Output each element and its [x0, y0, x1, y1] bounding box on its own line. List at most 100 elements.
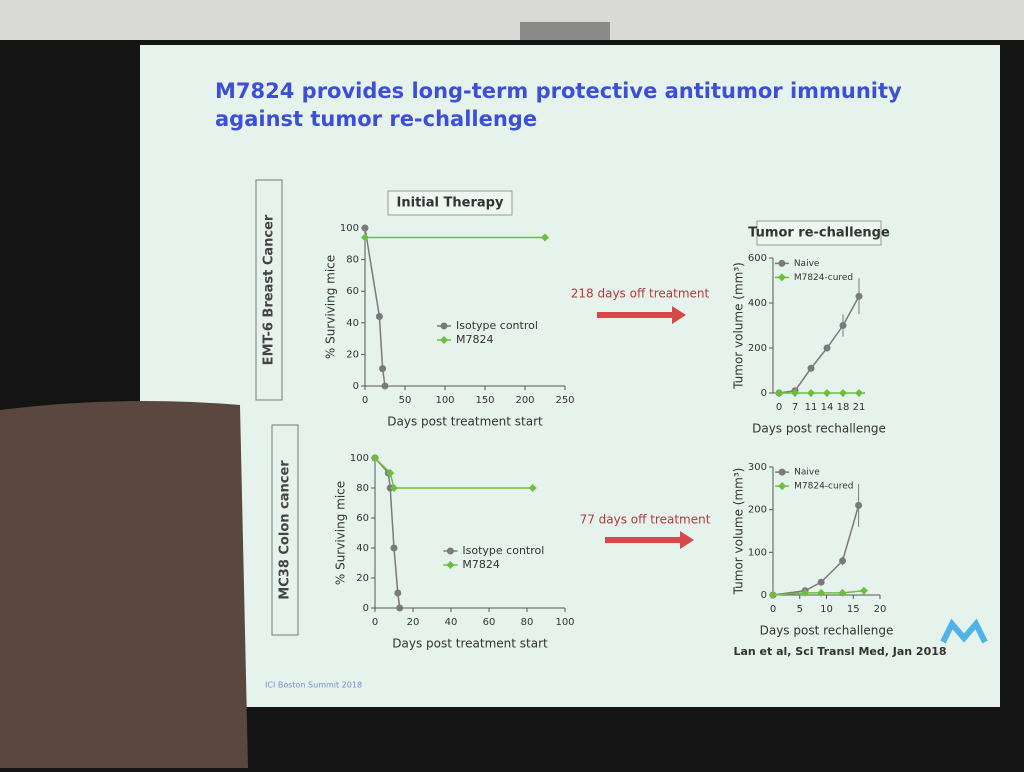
marker — [817, 588, 826, 597]
series-line — [374, 457, 533, 489]
marker — [379, 365, 387, 373]
marker — [446, 561, 455, 569]
slide-title: against tumor re-challenge — [215, 107, 537, 131]
marker — [375, 312, 383, 320]
marker — [361, 233, 369, 242]
y-tick-label: 0 — [761, 590, 767, 601]
marker — [528, 484, 537, 492]
x-tick-label: 20 — [874, 604, 887, 615]
y-tick-label: 200 — [748, 505, 767, 516]
podium — [0, 401, 248, 768]
y-tick-label: 80 — [356, 483, 369, 494]
y-tick-label: 100 — [340, 223, 359, 234]
x-axis-label: Days post treatment start — [392, 637, 548, 651]
marker — [778, 468, 786, 476]
marker — [777, 273, 786, 282]
marker — [807, 389, 815, 397]
marker — [371, 454, 379, 462]
legend-label: Isotype control — [456, 319, 538, 332]
marker — [807, 364, 815, 372]
vent — [520, 22, 610, 40]
marker — [390, 484, 398, 492]
chart-title-box — [387, 190, 513, 216]
series-line — [364, 227, 386, 387]
marker — [855, 501, 863, 509]
marker — [839, 322, 847, 329]
marker — [775, 389, 783, 397]
x-tick-label: 100 — [435, 395, 454, 406]
marker — [396, 604, 404, 612]
y-tick-label: 600 — [748, 253, 767, 264]
y-tick-label: 80 — [346, 255, 359, 266]
x-tick-label: 20 — [407, 617, 420, 628]
marker — [361, 224, 369, 232]
y-tick-label: 200 — [748, 343, 767, 354]
x-tick-label: 7 — [792, 402, 798, 413]
chart-title-box — [756, 220, 882, 246]
footer: ICI Boston Summit 2018 — [265, 681, 362, 690]
y-tick-label: 20 — [346, 349, 359, 360]
y-tick-label: 60 — [346, 286, 359, 297]
marker — [440, 322, 448, 330]
x-tick-label: 50 — [399, 395, 412, 406]
y-tick-label: 40 — [356, 543, 369, 554]
x-tick-label: 21 — [853, 402, 866, 413]
legend-label: M7824-cured — [794, 482, 853, 492]
marker — [541, 233, 549, 242]
x-tick-label: 100 — [555, 617, 574, 628]
arrow — [605, 531, 694, 549]
marker — [823, 389, 831, 397]
marker — [778, 259, 786, 267]
marker — [381, 382, 389, 390]
marker — [823, 344, 831, 352]
marker — [386, 469, 395, 477]
ceiling — [0, 0, 1024, 40]
marker — [817, 578, 825, 586]
marker — [394, 589, 402, 597]
arrow-label: 77 days off treatment — [580, 513, 711, 527]
legend-label: M7824-cured — [794, 273, 853, 283]
x-tick-label: 0 — [770, 604, 776, 615]
x-tick-label: 0 — [362, 395, 368, 406]
x-tick-label: 10 — [820, 604, 833, 615]
marker — [769, 591, 777, 599]
y-tick-label: 60 — [356, 513, 369, 524]
y-tick-label: 20 — [356, 573, 369, 584]
slide-title: M7824 provides long-term protective anti… — [215, 79, 902, 103]
x-tick-label: 80 — [521, 617, 534, 628]
marker — [446, 547, 454, 555]
x-axis-label: Days post treatment start — [387, 415, 543, 429]
row-label: MC38 Colon cancer — [278, 460, 293, 600]
arrow — [597, 306, 686, 324]
marker — [390, 544, 398, 552]
x-tick-label: 60 — [483, 617, 496, 628]
x-tick-label: 11 — [805, 402, 818, 413]
marker — [855, 389, 863, 397]
citation: Lan et al, Sci Transl Med, Jan 2018 — [733, 645, 946, 658]
x-tick-label: 150 — [475, 395, 494, 406]
x-tick-label: 250 — [555, 395, 574, 406]
x-tick-label: 40 — [445, 617, 458, 628]
arrow-label: 218 days off treatment — [571, 287, 710, 301]
legend-label: M7824 — [456, 333, 494, 346]
y-tick-label: 40 — [346, 318, 359, 329]
x-tick-label: 0 — [776, 402, 782, 413]
marker — [801, 588, 810, 597]
y-tick-label: 0 — [363, 603, 369, 614]
y-axis-label: % Surviving mice — [334, 481, 348, 585]
x-tick-label: 14 — [821, 402, 834, 413]
y-tick-label: 100 — [350, 453, 369, 464]
x-axis-label: Days post rechallenge — [760, 624, 894, 638]
marker — [838, 588, 847, 597]
y-tick-label: 0 — [761, 388, 767, 399]
legend-label: Isotype control — [462, 544, 544, 557]
marker — [778, 482, 787, 491]
x-axis-label: Days post rechallenge — [752, 422, 886, 436]
y-axis-label: Tumor volume (mm³) — [732, 468, 746, 596]
row-label: EMT-6 Breast Cancer — [262, 214, 277, 365]
marker — [791, 389, 799, 397]
y-tick-label: 0 — [353, 381, 359, 392]
legend-label: M7824 — [462, 558, 500, 571]
